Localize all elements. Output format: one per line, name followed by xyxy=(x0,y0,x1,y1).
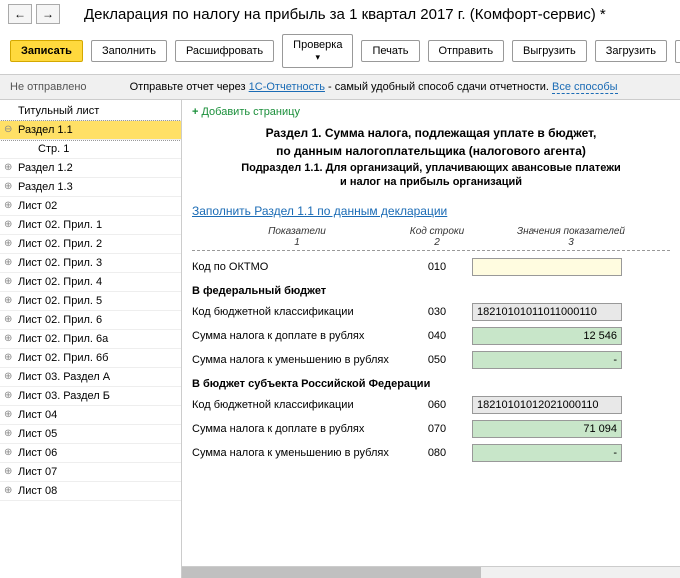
tree-item[interactable]: Лист 03. Раздел Б xyxy=(0,387,181,406)
subheading: В федеральный бюджет xyxy=(192,279,670,300)
content-area: Добавить страницу Раздел 1. Сумма налога… xyxy=(182,100,680,578)
section-title-1: Раздел 1. Сумма налога, подлежащая уплат… xyxy=(192,126,670,140)
data-row: Сумма налога к уменьшению в рублях080 xyxy=(192,441,670,465)
tree-item[interactable]: Лист 02 xyxy=(0,197,181,216)
data-row: Сумма налога к доплате в рублях070 xyxy=(192,417,670,441)
save-button[interactable]: Записать xyxy=(10,40,83,62)
subheading: В бюджет субъекта Российской Федерации xyxy=(192,372,670,393)
row-label: Сумма налога к уменьшению в рублях xyxy=(192,447,402,459)
row-label: Код бюджетной классификации xyxy=(192,306,402,318)
status-bar: Не отправлено Отправьте отчет через 1С-О… xyxy=(0,75,680,100)
row-code: 070 xyxy=(402,423,472,435)
data-row: Сумма налога к доплате в рублях040 xyxy=(192,324,670,348)
value-input[interactable] xyxy=(472,258,622,276)
back-button[interactable]: ← xyxy=(8,4,32,24)
tree-item[interactable]: Лист 02. Прил. 1 xyxy=(0,216,181,235)
row-code: 010 xyxy=(402,261,472,273)
row-code: 050 xyxy=(402,354,472,366)
attach-icon[interactable]: 📎 xyxy=(675,40,680,63)
tree-item[interactable]: Лист 08 xyxy=(0,482,181,501)
tree-item[interactable]: Лист 02. Прил. 6 xyxy=(0,311,181,330)
row-code: 040 xyxy=(402,330,472,342)
sidebar-tree: Титульный листРаздел 1.1Стр. 1Раздел 1.2… xyxy=(0,100,182,578)
load-button[interactable]: Загрузить xyxy=(595,40,667,62)
value-input[interactable] xyxy=(472,420,622,438)
tree-item[interactable]: Титульный лист xyxy=(0,102,181,121)
row-label: Код по ОКТМО xyxy=(192,261,402,273)
export-button[interactable]: Выгрузить xyxy=(512,40,587,62)
row-code: 030 xyxy=(402,306,472,318)
tree-item[interactable]: Лист 03. Раздел А xyxy=(0,368,181,387)
subsection-1: Подраздел 1.1. Для организаций, уплачива… xyxy=(192,162,670,174)
data-row: Код бюджетной классификации030 xyxy=(192,300,670,324)
row-label: Сумма налога к доплате в рублях xyxy=(192,423,402,435)
tree-item[interactable]: Лист 02. Прил. 6а xyxy=(0,330,181,349)
value-input[interactable] xyxy=(472,396,622,414)
tree-item[interactable]: Лист 02. Прил. 2 xyxy=(0,235,181,254)
tree-item[interactable]: Раздел 1.2 xyxy=(0,159,181,178)
section-title-2: по данным налогоплательщика (налогового … xyxy=(192,144,670,158)
tree-item[interactable]: Лист 02. Прил. 4 xyxy=(0,273,181,292)
print-button[interactable]: Печать xyxy=(361,40,419,62)
data-row: Сумма налога к уменьшению в рублях050 xyxy=(192,348,670,372)
value-input[interactable] xyxy=(472,351,622,369)
check-dropdown[interactable]: Проверка xyxy=(282,34,353,68)
value-input[interactable] xyxy=(472,327,622,345)
tree-item[interactable]: Лист 04 xyxy=(0,406,181,425)
toolbar: Записать Заполнить Расшифровать Проверка… xyxy=(0,28,680,75)
row-code: 060 xyxy=(402,399,472,411)
tree-item[interactable]: Раздел 1.1 xyxy=(0,121,181,140)
status-label: Не отправлено xyxy=(10,81,87,93)
data-row: Код бюджетной классификации060 xyxy=(192,393,670,417)
tree-item[interactable]: Раздел 1.3 xyxy=(0,178,181,197)
row-label: Сумма налога к доплате в рублях xyxy=(192,330,402,342)
forward-button[interactable]: → xyxy=(36,4,60,24)
subsection-2: и налог на прибыль организаций xyxy=(192,176,670,188)
page-title: Декларация по налогу на прибыль за 1 ква… xyxy=(84,6,606,23)
row-code: 080 xyxy=(402,447,472,459)
reporting-link[interactable]: 1С-Отчетность xyxy=(249,81,325,93)
tree-item[interactable]: Лист 02. Прил. 5 xyxy=(0,292,181,311)
all-methods-link[interactable]: Все способы xyxy=(552,81,618,94)
value-input[interactable] xyxy=(472,444,622,462)
table-header: Показатели1 Код строки2 Значения показат… xyxy=(192,226,670,251)
data-row: Код по ОКТМО010 xyxy=(192,255,670,279)
row-label: Код бюджетной классификации xyxy=(192,399,402,411)
tree-item[interactable]: Лист 02. Прил. 6б xyxy=(0,349,181,368)
status-text: Отправьте отчет через xyxy=(130,81,249,93)
tree-item[interactable]: Лист 06 xyxy=(0,444,181,463)
fill-section-link[interactable]: Заполнить Раздел 1.1 по данным деклараци… xyxy=(192,204,447,218)
tree-item[interactable]: Лист 02. Прил. 3 xyxy=(0,254,181,273)
tree-item[interactable]: Стр. 1 xyxy=(0,140,181,159)
tree-item[interactable]: Лист 07 xyxy=(0,463,181,482)
tree-item[interactable]: Лист 05 xyxy=(0,425,181,444)
decode-button[interactable]: Расшифровать xyxy=(175,40,274,62)
fill-button[interactable]: Заполнить xyxy=(91,40,167,62)
add-page-link[interactable]: Добавить страницу xyxy=(192,106,300,118)
value-input[interactable] xyxy=(472,303,622,321)
row-label: Сумма налога к уменьшению в рублях xyxy=(192,354,402,366)
send-button[interactable]: Отправить xyxy=(428,40,505,62)
